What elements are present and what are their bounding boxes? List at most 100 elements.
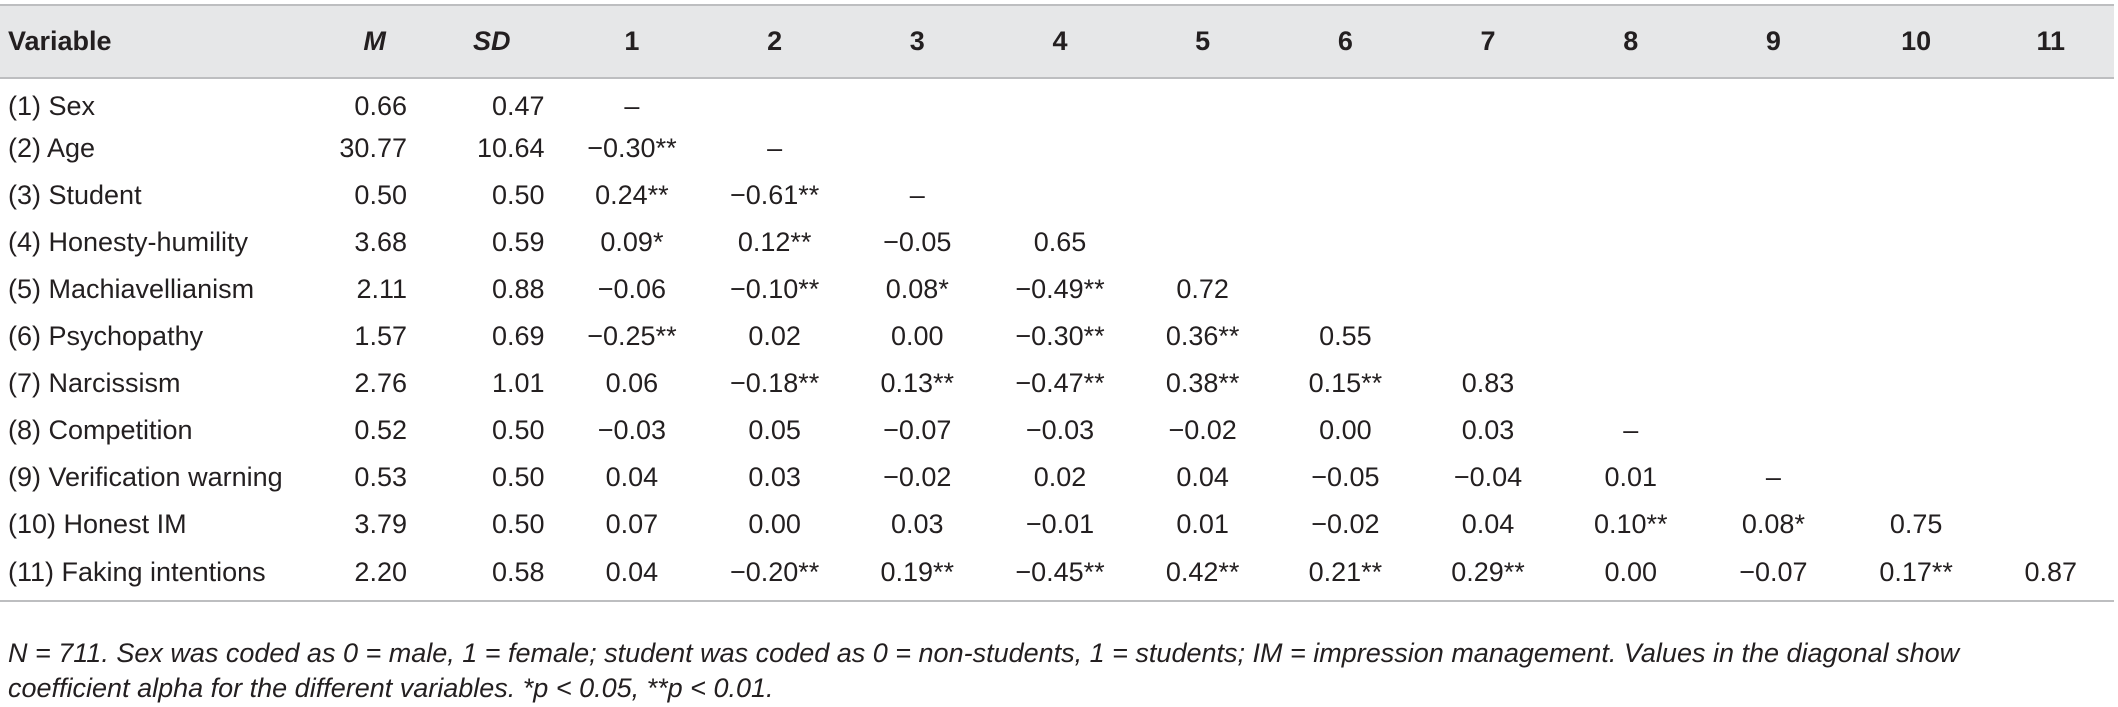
correlation-cell: [1845, 125, 1988, 172]
mean-cell: 2.76: [354, 368, 407, 398]
correlation-cell: [1987, 360, 2114, 407]
table-row: (9) Verification warning 0.53 0.50 0.04 0.03…: [0, 454, 2114, 501]
correlation-cell: −0.02: [1168, 415, 1237, 445]
correlation-cell: [703, 78, 846, 125]
correlation-cell: [1559, 125, 1702, 172]
correlation-cell: −0.25**: [587, 321, 677, 351]
correlation-cell: 0.29**: [1416, 548, 1560, 602]
table-row: (11) Faking intentions 2.20 0.58 0.04 −0.20*…: [0, 548, 2114, 602]
correlation-cell: 0.19**: [845, 548, 989, 602]
correlation-cell: 0.00: [1319, 415, 1372, 445]
header-col-1: 1: [560, 4, 704, 79]
table-row: (10) Honest IM 3.79 0.50 0.07 0.00 0.03 −0.01 0…: [0, 501, 2114, 548]
correlation-cell: 0.21**: [1274, 548, 1417, 602]
header-col-11: 11: [1987, 4, 2114, 79]
correlation-cell: [1417, 266, 1560, 313]
table-row: (3) Student 0.50 0.50 0.24** −0.61** –: [0, 172, 2114, 219]
variable-cell: (8) Competition: [8, 415, 193, 445]
correlation-cell: 0.65: [1033, 227, 1087, 257]
correlation-cell: −0.07: [883, 415, 952, 445]
correlation-cell: –: [624, 90, 640, 121]
correlation-cell: −0.07: [1702, 548, 1845, 602]
mean-cell: 30.77: [339, 133, 407, 163]
variable-cell: (11) Faking intentions: [0, 548, 327, 602]
header-row: Variable M SD 1 2 3 4 5 6 7 8 9 10 11: [0, 4, 2114, 79]
correlation-cell: [1845, 219, 1988, 266]
correlation-cell: [1702, 125, 1845, 172]
correlation-cell: 0.04: [605, 462, 659, 492]
correlation-cell: 0.07: [605, 509, 659, 539]
correlation-cell: –: [1623, 415, 1639, 445]
correlation-cell: [1417, 313, 1560, 360]
correlation-cell: [1845, 407, 1988, 454]
correlation-cell: 0.17**: [1844, 548, 1988, 602]
correlation-cell: 0.02: [1033, 462, 1087, 492]
correlation-cell: [1702, 219, 1845, 266]
correlation-cell: 0.03: [891, 509, 944, 539]
correlation-cell: −0.02: [1311, 509, 1380, 539]
correlation-cell: −0.03: [597, 415, 667, 445]
mean-cell: 2.20: [326, 548, 423, 602]
sd-cell: 0.69: [492, 321, 545, 351]
correlation-cell: [1559, 266, 1702, 313]
sd-cell: 1.01: [492, 368, 545, 398]
variable-cell: (10) Honest IM: [8, 509, 187, 539]
correlation-cell: [1131, 172, 1274, 219]
correlation-cell: 0.04: [1176, 462, 1229, 492]
variable-cell: (9) Verification warning: [8, 462, 283, 492]
correlation-cell: 0.24**: [595, 180, 669, 210]
correlation-cell: [1987, 313, 2114, 360]
correlation-cell: [1845, 266, 1988, 313]
correlation-cell: −0.45**: [988, 548, 1132, 602]
sd-cell: 0.47: [492, 90, 545, 121]
correlation-cell: [1274, 266, 1417, 313]
variable-cell: (6) Psychopathy: [8, 321, 204, 351]
correlation-cell: 0.75: [1889, 509, 1943, 539]
mean-cell: 0.52: [354, 415, 407, 445]
correlation-cell: 0.00: [1559, 548, 1703, 602]
correlation-cell: [1702, 313, 1845, 360]
variable-cell: (7) Narcissism: [8, 368, 181, 398]
header-col-3: 3: [845, 4, 989, 79]
correlation-cell: [1987, 125, 2114, 172]
correlation-cell: [1559, 360, 1702, 407]
correlation-cell: [1417, 172, 1560, 219]
sd-cell: 0.50: [492, 462, 545, 492]
correlation-cell: [1845, 172, 1988, 219]
correlation-cell: [1987, 78, 2114, 125]
table-body: (1) Sex 0.66 0.47 – (2) Age 30.77 10.64 −0.30**…: [0, 78, 2114, 602]
correlation-cell: −0.20**: [703, 548, 846, 602]
correlation-cell: [1559, 78, 1702, 125]
correlation-cell: [989, 78, 1132, 125]
mean-cell: 3.79: [354, 509, 407, 539]
sd-cell: 0.88: [492, 274, 545, 304]
correlation-cell: [1274, 125, 1417, 172]
sd-cell: 10.64: [477, 133, 545, 163]
correlation-cell: −0.06: [597, 274, 667, 304]
correlation-cell: −0.02: [883, 462, 952, 492]
table-row: (4) Honesty-humility 3.68 0.59 0.09* 0.12** −…: [0, 219, 2114, 266]
correlation-cell: –: [767, 133, 783, 163]
correlation-cell: 0.83: [1461, 368, 1515, 398]
variable-cell: (1) Sex: [8, 90, 96, 121]
correlation-cell: −0.05: [883, 227, 952, 257]
variable-cell: (4) Honesty-humility: [8, 227, 249, 257]
correlation-cell: [989, 172, 1132, 219]
correlation-cell: [1274, 172, 1417, 219]
header-col-9: 9: [1702, 4, 1845, 79]
correlation-cell: [1987, 454, 2114, 501]
correlation-cell: [1702, 360, 1845, 407]
correlation-cell: [846, 125, 989, 172]
header-col-7: 7: [1416, 4, 1560, 79]
header-col-6: 6: [1274, 4, 1417, 79]
table-row: (2) Age 30.77 10.64 −0.30** –: [0, 125, 2114, 172]
correlation-cell: 0.36**: [1165, 321, 1240, 351]
mean-cell: 0.53: [354, 462, 407, 492]
correlation-cell: −0.03: [1025, 415, 1095, 445]
table-row: (8) Competition 0.52 0.50 −0.03 0.05 −0.07 −0.…: [0, 407, 2114, 454]
header-sd: SD: [422, 4, 561, 79]
variable-cell: (3) Student: [8, 180, 142, 210]
table-row: (1) Sex 0.66 0.47 –: [0, 78, 2114, 125]
correlation-cell: 0.42**: [1131, 548, 1275, 602]
